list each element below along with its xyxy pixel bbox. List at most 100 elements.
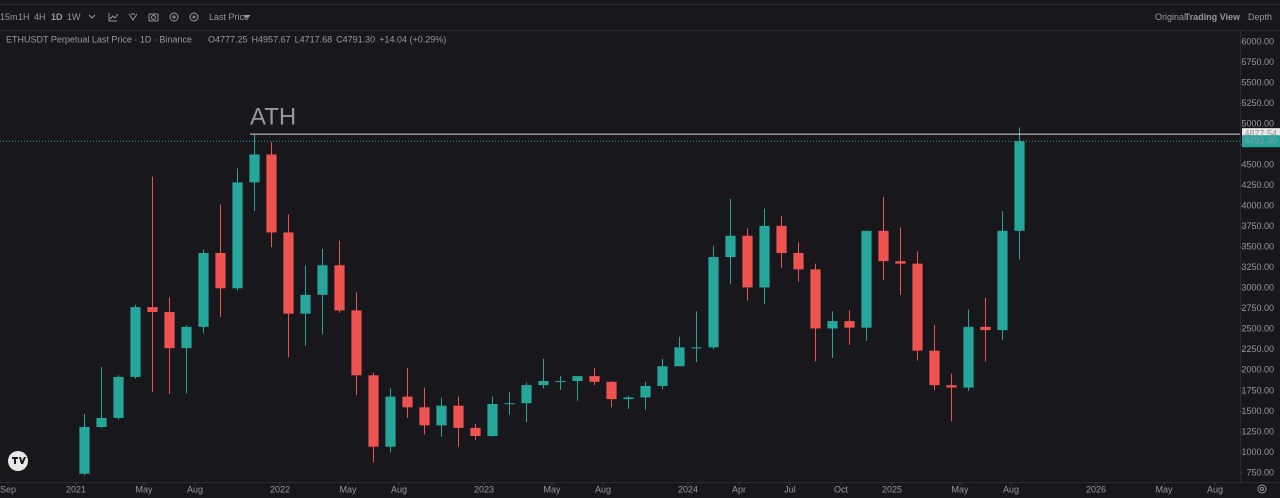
x-tick-label: Aug xyxy=(1003,484,1019,494)
y-tick-label: 3500.00 xyxy=(1241,242,1274,252)
y-tick-label: 3750.00 xyxy=(1241,221,1274,231)
candle-body xyxy=(147,307,158,313)
interval-button[interactable]: 4H xyxy=(34,12,46,22)
view-tab[interactable]: Trading View xyxy=(1185,12,1241,22)
x-tick-label: 2026 xyxy=(1086,484,1106,494)
settings-icon xyxy=(1257,484,1267,494)
candle-body xyxy=(555,381,566,383)
candle-body xyxy=(606,381,617,400)
x-tick-label: May xyxy=(135,484,153,494)
candle-body xyxy=(79,426,90,474)
x-tick-label: Aug xyxy=(595,484,611,494)
ohlc-value: L4717.68 xyxy=(295,34,333,44)
y-tick-label: 5750.00 xyxy=(1241,57,1274,67)
chart-title: ETHUSDT Perpetual Last Price · 1D · Bina… xyxy=(6,34,192,44)
candle-body xyxy=(844,321,855,328)
x-tick-label: Apr xyxy=(732,484,746,494)
candle-body xyxy=(215,252,226,289)
candle-body xyxy=(759,225,770,288)
candle-body xyxy=(980,326,991,331)
candle-body xyxy=(793,252,804,270)
x-tick-label: May xyxy=(543,484,561,494)
ohlc-value: C4791.30 xyxy=(336,34,375,44)
x-tick-label: 2022 xyxy=(270,484,290,494)
interval-button[interactable]: 1D xyxy=(51,12,63,22)
candle-body xyxy=(640,385,651,398)
candle-body xyxy=(181,326,192,349)
x-tick-label: 2021 xyxy=(66,484,86,494)
y-tick-label: 4500.00 xyxy=(1241,159,1274,169)
y-tick-label: 2750.00 xyxy=(1241,303,1274,313)
candle-body xyxy=(470,427,481,437)
candle-body xyxy=(504,403,515,405)
candle-body xyxy=(385,396,396,447)
candle-body xyxy=(861,230,872,328)
x-tick-label: Jul xyxy=(784,484,796,494)
candle-body xyxy=(249,154,260,183)
y-tick-label: 1250.00 xyxy=(1241,426,1274,436)
candle-body xyxy=(810,269,821,329)
y-tick-label: 2500.00 xyxy=(1241,324,1274,334)
ohlc-value: O4777.25 xyxy=(208,34,248,44)
y-tick-label: 5250.00 xyxy=(1241,98,1274,108)
interval-button[interactable]: 1H xyxy=(18,12,30,22)
toolbar-icons xyxy=(88,12,251,22)
candle-body xyxy=(283,232,294,314)
interval-button[interactable]: 15m xyxy=(0,12,18,22)
x-tick-label: Aug xyxy=(1207,484,1223,494)
x-tick-label: Sep xyxy=(0,484,16,494)
candle-body xyxy=(487,404,498,437)
candle-body xyxy=(929,350,940,386)
candle-body xyxy=(300,294,311,314)
view-tab[interactable]: Original xyxy=(1155,12,1186,22)
price-label: 4791.30 xyxy=(1244,136,1277,146)
candle-body xyxy=(657,366,668,386)
candle-body xyxy=(708,257,719,348)
tv-logo xyxy=(8,451,28,471)
y-tick-label: 4000.00 xyxy=(1241,201,1274,211)
candle-body xyxy=(436,405,447,426)
candle-body xyxy=(674,347,685,367)
candle-body xyxy=(997,230,1008,331)
x-tick-label: Oct xyxy=(834,484,849,494)
candle-body xyxy=(963,326,974,388)
x-tick-label: May xyxy=(1156,484,1174,494)
candle-body xyxy=(691,347,702,349)
view-tab[interactable]: Depth xyxy=(1248,12,1272,22)
candle-body xyxy=(334,265,345,311)
y-tick-label: 5000.00 xyxy=(1241,118,1274,128)
candle-body xyxy=(453,405,464,428)
candle-body xyxy=(521,385,532,404)
candle-body xyxy=(351,310,362,376)
candle-body xyxy=(878,230,889,262)
y-tick-label: 6000.00 xyxy=(1241,36,1274,46)
candle-body xyxy=(96,417,107,427)
candle-body xyxy=(827,321,838,329)
x-tick-label: Aug xyxy=(391,484,407,494)
candle-body xyxy=(623,397,634,400)
candle-body xyxy=(266,154,277,233)
y-tick-label: 1750.00 xyxy=(1241,385,1274,395)
y-tick-label: 3000.00 xyxy=(1241,283,1274,293)
candle-body xyxy=(113,376,124,418)
ohlc-value: +14.04 (+0.29%) xyxy=(379,34,446,44)
candle-body xyxy=(946,385,957,388)
x-tick-label: 2024 xyxy=(678,484,698,494)
candle-body xyxy=(895,261,906,264)
candle-body xyxy=(164,312,175,349)
candle-body xyxy=(912,263,923,351)
x-tick-label: May xyxy=(339,484,357,494)
candle-body xyxy=(317,265,328,295)
y-tick-label: 2000.00 xyxy=(1241,365,1274,375)
price-type-select[interactable]: Last Price xyxy=(209,12,249,22)
annotation: ATH xyxy=(250,103,296,130)
interval-button[interactable]: 1W xyxy=(67,12,81,22)
ath-label: 4877.54 xyxy=(1244,129,1277,139)
y-tick-label: 1500.00 xyxy=(1241,406,1274,416)
candle-body xyxy=(725,235,736,258)
candle-body xyxy=(419,407,430,426)
ohlc-value: H4957.67 xyxy=(252,34,291,44)
